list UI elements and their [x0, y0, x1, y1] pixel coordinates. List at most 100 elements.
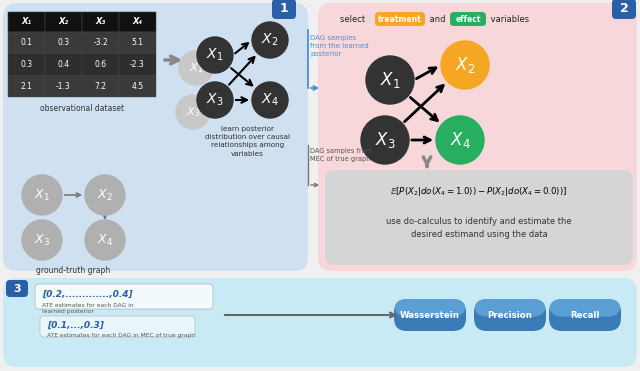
Text: $X_2$: $X_2$	[455, 55, 475, 75]
Text: [0.2,.............,0.4]: [0.2,.............,0.4]	[42, 289, 132, 299]
FancyBboxPatch shape	[8, 32, 45, 54]
Text: DAG samples
from the learned
posterior: DAG samples from the learned posterior	[310, 35, 369, 57]
Text: -3.2: -3.2	[93, 38, 108, 47]
Text: 0.4: 0.4	[58, 60, 70, 69]
FancyBboxPatch shape	[45, 75, 82, 97]
FancyBboxPatch shape	[8, 12, 45, 32]
FancyBboxPatch shape	[8, 75, 45, 97]
FancyBboxPatch shape	[8, 12, 156, 97]
FancyBboxPatch shape	[474, 299, 546, 316]
Text: variables: variables	[488, 16, 529, 24]
Text: Wasserstein: Wasserstein	[400, 311, 460, 319]
Text: DAG samples from
MEC of true graph: DAG samples from MEC of true graph	[310, 148, 372, 161]
Text: X₃: X₃	[95, 17, 106, 26]
FancyBboxPatch shape	[272, 0, 296, 19]
FancyBboxPatch shape	[6, 280, 28, 297]
Circle shape	[176, 95, 210, 129]
FancyBboxPatch shape	[612, 0, 636, 19]
Text: $X_1$: $X_1$	[189, 61, 203, 75]
Text: 5.1: 5.1	[131, 38, 143, 47]
FancyBboxPatch shape	[474, 299, 546, 331]
FancyBboxPatch shape	[8, 54, 45, 75]
Text: X₂: X₂	[58, 17, 68, 26]
FancyBboxPatch shape	[375, 12, 425, 26]
Circle shape	[361, 116, 409, 164]
FancyBboxPatch shape	[119, 54, 156, 75]
FancyBboxPatch shape	[45, 32, 82, 54]
Text: 2: 2	[620, 3, 628, 16]
Text: X₁: X₁	[21, 17, 31, 26]
Text: $X_1$: $X_1$	[206, 47, 223, 63]
Text: Recall: Recall	[570, 311, 600, 319]
FancyBboxPatch shape	[45, 12, 82, 32]
Text: $X_2$: $X_2$	[97, 187, 113, 203]
Text: $X_3$: $X_3$	[206, 92, 224, 108]
Text: $X_4$: $X_4$	[261, 92, 279, 108]
Text: $X_3$: $X_3$	[374, 130, 396, 150]
Text: select: select	[340, 16, 368, 24]
Circle shape	[22, 220, 62, 260]
FancyBboxPatch shape	[119, 12, 156, 32]
Text: 0.3: 0.3	[20, 60, 33, 69]
Text: [0.1,...,0.3]: [0.1,...,0.3]	[47, 321, 104, 329]
FancyBboxPatch shape	[3, 3, 308, 271]
FancyBboxPatch shape	[394, 299, 466, 331]
FancyBboxPatch shape	[450, 12, 486, 26]
FancyBboxPatch shape	[82, 12, 119, 32]
FancyBboxPatch shape	[549, 299, 621, 331]
FancyBboxPatch shape	[82, 75, 119, 97]
Text: learn posterior
distribution over causal
relationships among
variables: learn posterior distribution over causal…	[205, 126, 290, 157]
Circle shape	[252, 22, 288, 58]
Text: $X_4$: $X_4$	[450, 130, 470, 150]
Text: ATE estimates for each DAG in
learned posterior: ATE estimates for each DAG in learned po…	[42, 303, 134, 314]
FancyBboxPatch shape	[119, 32, 156, 54]
FancyBboxPatch shape	[318, 3, 637, 271]
Circle shape	[252, 82, 288, 118]
FancyBboxPatch shape	[35, 284, 213, 309]
Text: $X_1$: $X_1$	[380, 70, 400, 90]
Text: $X_3$: $X_3$	[186, 105, 200, 119]
Text: 0.1: 0.1	[20, 38, 33, 47]
Text: 4.5: 4.5	[131, 82, 143, 91]
FancyBboxPatch shape	[325, 170, 633, 265]
Text: ATE estimates for each DAG in MEC of true graph: ATE estimates for each DAG in MEC of tru…	[47, 333, 195, 338]
Text: $\mathbb{E}[P(X_2|do(X_4=1.0)) - P(X_2|do(X_4=0.0))]$: $\mathbb{E}[P(X_2|do(X_4=1.0)) - P(X_2|d…	[390, 186, 568, 198]
Text: -1.3: -1.3	[56, 82, 71, 91]
Text: 3: 3	[13, 284, 21, 294]
Text: 7.2: 7.2	[95, 82, 106, 91]
Circle shape	[179, 51, 213, 85]
Text: use do-calculus to identify and estimate the
desired estimand using the data: use do-calculus to identify and estimate…	[386, 217, 572, 239]
Circle shape	[85, 175, 125, 215]
Text: $X_1$: $X_1$	[34, 187, 50, 203]
Text: observational dataset: observational dataset	[40, 104, 124, 113]
Text: $X_3$: $X_3$	[34, 233, 50, 247]
Text: ground-truth graph: ground-truth graph	[36, 266, 111, 275]
Text: $X_4$: $X_4$	[97, 233, 113, 247]
Text: X₄: X₄	[132, 17, 143, 26]
Circle shape	[85, 220, 125, 260]
Circle shape	[197, 82, 233, 118]
Circle shape	[366, 56, 414, 104]
FancyBboxPatch shape	[3, 278, 637, 367]
Circle shape	[22, 175, 62, 215]
Text: 1: 1	[280, 3, 289, 16]
Text: treatment: treatment	[378, 16, 422, 24]
Text: $X_2$: $X_2$	[261, 32, 278, 48]
Text: and: and	[427, 16, 448, 24]
FancyBboxPatch shape	[119, 75, 156, 97]
Text: Precision: Precision	[488, 311, 532, 319]
FancyBboxPatch shape	[40, 316, 195, 337]
Circle shape	[436, 116, 484, 164]
FancyBboxPatch shape	[549, 299, 621, 316]
Text: 0.3: 0.3	[58, 38, 70, 47]
FancyBboxPatch shape	[82, 54, 119, 75]
Text: 0.6: 0.6	[95, 60, 107, 69]
Circle shape	[197, 37, 233, 73]
Circle shape	[441, 41, 489, 89]
Text: effect: effect	[455, 16, 481, 24]
FancyBboxPatch shape	[394, 299, 466, 316]
FancyBboxPatch shape	[45, 54, 82, 75]
FancyBboxPatch shape	[82, 32, 119, 54]
Text: -2.3: -2.3	[130, 60, 145, 69]
Text: 2.1: 2.1	[20, 82, 33, 91]
